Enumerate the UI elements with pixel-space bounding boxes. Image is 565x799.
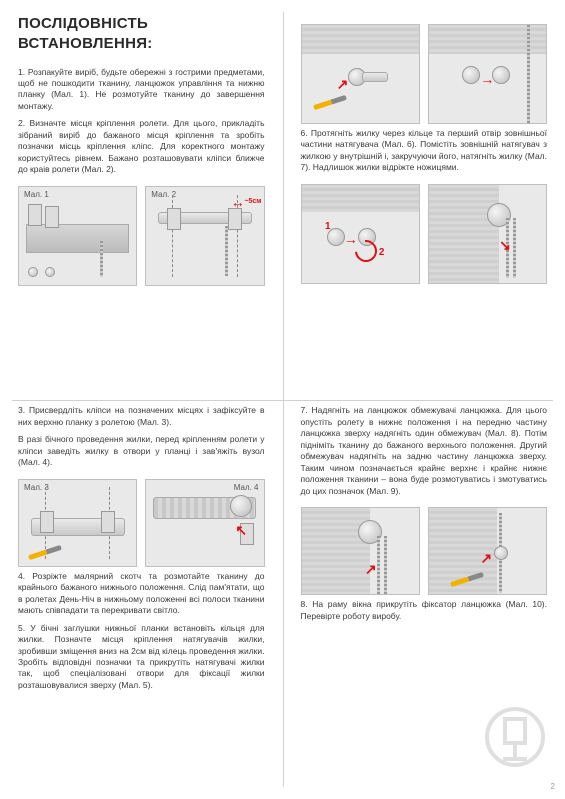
quadrant-bottom-right: 7. Надягніть на ланцюжок обмежувачі ланц… <box>283 391 565 799</box>
screwdriver-icon <box>313 95 347 110</box>
quadrant-bottom-left: 3. Присвердліть кліпси на позначених міс… <box>0 391 283 799</box>
figure-8: Мал. 8 ↘ <box>428 184 547 284</box>
red-arrow-icon: ↖ <box>235 521 247 540</box>
figure-9: Мал. 9 ↗ <box>301 507 420 595</box>
red-arrow-icon: → <box>480 70 494 89</box>
figure-2: Мал. 2 ~5см ↔ <box>145 186 264 286</box>
fig-row-5: Мал. 9 ↗ Мал. 10 ↗ <box>301 507 548 595</box>
page-grid: ПОСЛІДОВНІСТЬ ВСТАНОВЛЕННЯ: 1. Розпакуйт… <box>0 0 565 799</box>
tensioner-part <box>362 72 388 82</box>
quadrant-top-right: Мал. 5 ↗ Мал. 6 → 6. Протягніть жилку че… <box>283 0 565 391</box>
chain-illustration <box>377 536 380 594</box>
figure-10: Мал. 10 ↗ <box>428 507 547 595</box>
fabric-illustration <box>302 508 370 594</box>
figure-1: Мал. 1 <box>18 186 137 286</box>
figure-6: Мал. 6 → <box>428 24 547 124</box>
chain-illustration <box>527 25 530 123</box>
fabric-illustration <box>302 185 419 212</box>
red-arrow-icon: ↔ <box>231 193 245 212</box>
blind-bar-illustration <box>26 224 129 253</box>
step-5-text: 5. У бічні заглушки нижньої планки встан… <box>18 623 265 692</box>
red-arrow-icon: ↘ <box>499 236 511 255</box>
watermark-logo <box>483 705 547 769</box>
figure-4-caption: Мал. 4 <box>234 483 259 494</box>
fabric-illustration <box>429 185 499 283</box>
quadrant-top-left: ПОСЛІДОВНІСТЬ ВСТАНОВЛЕННЯ: 1. Розпакуйт… <box>0 0 283 391</box>
fixator-part <box>494 546 508 560</box>
red-step-1: 1 <box>325 220 331 234</box>
bracket-part <box>45 206 59 228</box>
small-part <box>45 267 55 277</box>
red-arrow-icon: → <box>344 230 358 249</box>
red-arrow-icon: ↗ <box>365 560 377 579</box>
figure-5: Мал. 5 ↗ <box>301 24 420 124</box>
fig-row-1: Мал. 1 Мал. 2 ~5см ↔ <box>18 186 265 286</box>
dash-line <box>172 195 173 277</box>
step-8-text: 8. На раму вікна прикрутіть фіксатор лан… <box>301 599 548 622</box>
step-7-text: 7. Надягніть на ланцюжок обмежувачі ланц… <box>301 405 548 497</box>
fig-row-4: Мал. 3 Мал. 4 ↖ <box>18 479 265 567</box>
chain-illustration <box>100 241 103 277</box>
figure-1-caption: Мал. 1 <box>24 190 49 201</box>
red-arrow-icon: ↗ <box>337 75 349 94</box>
chain-illustration <box>384 536 387 594</box>
red-arrow-icon: ↗ <box>480 549 492 568</box>
page-title: ПОСЛІДОВНІСТЬ ВСТАНОВЛЕННЯ: <box>18 14 265 55</box>
page-number: 2 <box>551 782 555 793</box>
step-3a-text: 3. Присвердліть кліпси на позначених міс… <box>18 405 265 428</box>
red-step-2: 2 <box>379 246 385 260</box>
dimension-5cm: ~5см <box>244 197 261 206</box>
figure-3: Мал. 3 <box>18 479 137 567</box>
figure-4: Мал. 4 ↖ <box>145 479 264 567</box>
step-2-text: 2. Визначте місця кріплення ролети. Для … <box>18 118 265 175</box>
fig-row-3: Мал. 7 1 2 → Мал. 8 ↘ <box>301 184 548 284</box>
chain-illustration <box>225 226 228 276</box>
tensioner-part <box>462 66 480 84</box>
tensioner-part <box>492 66 510 84</box>
fabric-illustration <box>302 25 419 54</box>
fig-row-2: Мал. 5 ↗ Мал. 6 → <box>301 24 548 124</box>
bracket-part <box>28 204 42 226</box>
chain-illustration <box>513 218 516 278</box>
bracket-part <box>167 208 181 230</box>
step-1-text: 1. Розпакуйте виріб, будьте обережні з г… <box>18 67 265 113</box>
step-6-text: 6. Протягніть жилку через кільце та перш… <box>301 128 548 174</box>
step-4-text: 4. Розріжте малярний скотч та розмотайте… <box>18 571 265 617</box>
bracket-part <box>40 511 54 533</box>
mechanism-part <box>230 495 252 517</box>
bracket-part <box>101 511 115 533</box>
figure-7: Мал. 7 1 2 → <box>301 184 420 284</box>
small-part <box>28 267 38 277</box>
step-3b-text: В разі бічного проведення жилки, перед к… <box>18 434 265 468</box>
